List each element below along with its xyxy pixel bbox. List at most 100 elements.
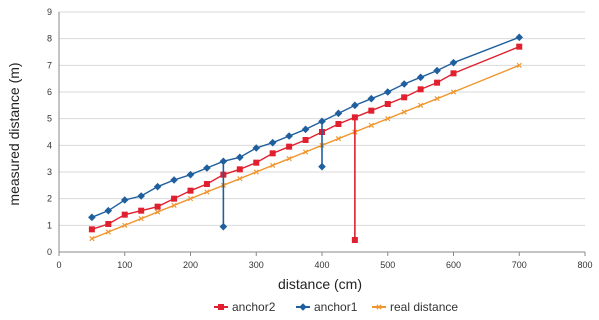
legend-swatch-marker (376, 304, 382, 310)
data-point-anchor1 (268, 138, 277, 147)
legend: anchor2 anchor1 real distance (214, 300, 458, 314)
data-point-anchor2 (187, 187, 194, 194)
series-layer (88, 33, 524, 243)
data-point-anchor1 (236, 153, 244, 162)
data-point-real-distance (450, 89, 457, 95)
data-point-anchor2 (335, 121, 342, 127)
data-point-anchor1 (416, 73, 425, 82)
series-anchor1 (88, 33, 524, 231)
data-point-real-distance (418, 102, 424, 108)
y-tick-label: 7 (47, 60, 52, 70)
x-tick-label: 800 (577, 260, 592, 270)
data-point-anchor1 (367, 94, 376, 103)
data-point-anchor1 (301, 125, 310, 134)
data-point-anchor2 (302, 137, 309, 143)
data-point-real-distance (237, 176, 243, 182)
legend-item-real-distance: real distance (372, 300, 458, 314)
data-point-anchor1 (203, 164, 211, 172)
y-tick-labels: 0 1 2 3 4 5 6 7 8 9 (47, 7, 52, 257)
data-point-anchor2 (154, 203, 161, 210)
data-point-real-distance (368, 122, 374, 128)
data-point-anchor2 (417, 86, 424, 93)
outlier-point-anchor2 (351, 237, 358, 243)
data-point-anchor2 (121, 211, 128, 218)
data-point-anchor1 (219, 157, 228, 166)
data-point-real-distance (434, 96, 440, 102)
data-point-anchor2 (434, 79, 441, 86)
legend-swatch-marker (299, 303, 307, 311)
legend-item-anchor1: anchor1 (296, 300, 358, 314)
data-point-anchor2 (203, 181, 210, 187)
legend-label: anchor1 (314, 300, 358, 314)
data-point-real-distance (155, 209, 161, 215)
data-point-real-distance (122, 222, 128, 228)
legend-label: real distance (390, 300, 458, 314)
y-tick-label: 3 (47, 167, 52, 177)
data-point-anchor2 (138, 207, 145, 214)
x-tick-label: 200 (183, 260, 198, 270)
data-point-anchor1 (137, 192, 145, 200)
data-point-real-distance (253, 169, 259, 175)
y-tick-label: 2 (47, 194, 52, 204)
legend-swatch-marker (218, 304, 224, 310)
data-point-anchor2 (253, 159, 260, 166)
x-tick-label: 100 (117, 260, 132, 270)
y-tick-label: 5 (47, 114, 52, 124)
data-point-anchor1 (449, 58, 458, 67)
outlier-point-anchor1 (318, 162, 326, 171)
data-point-real-distance (105, 229, 111, 235)
series-line-real-distance (91, 64, 520, 240)
data-point-anchor1 (334, 109, 343, 118)
data-point-anchor2 (105, 221, 112, 227)
data-point-anchor2 (351, 114, 358, 121)
data-point-anchor2 (401, 94, 408, 101)
data-point-anchor2 (450, 70, 457, 77)
data-point-real-distance (385, 116, 391, 122)
x-tick-label: 400 (314, 260, 329, 270)
x-tick-label: 600 (446, 260, 461, 270)
data-point-anchor2 (286, 143, 293, 150)
y-tick-label: 0 (47, 247, 52, 257)
y-tick-label: 1 (47, 220, 52, 230)
data-point-anchor2 (236, 166, 243, 173)
data-point-real-distance (286, 156, 292, 162)
x-axis-title: distance (cm) (278, 276, 362, 292)
data-point-anchor1 (120, 196, 129, 204)
data-point-anchor1 (88, 213, 96, 222)
x-tick-label: 500 (380, 260, 395, 270)
y-tick-label: 4 (47, 140, 52, 150)
data-point-anchor2 (88, 226, 95, 233)
data-point-anchor2 (368, 107, 375, 114)
data-point-real-distance (516, 62, 522, 68)
series-line-anchor1 (91, 36, 520, 218)
data-point-anchor1 (104, 206, 113, 215)
x-tick-labels: 0 100 200 300 400 500 600 700 800 (56, 260, 592, 270)
data-point-real-distance (302, 149, 309, 155)
data-point-anchor1 (153, 182, 162, 191)
series-real-distance (89, 62, 522, 242)
data-point-real-distance (138, 216, 144, 222)
data-point-anchor1 (400, 80, 408, 88)
data-point-real-distance (270, 162, 276, 168)
data-point-real-distance (89, 236, 95, 242)
data-point-anchor2 (269, 150, 276, 157)
y-tick-label: 8 (47, 34, 52, 44)
data-point-anchor1 (285, 132, 293, 140)
data-point-anchor2 (171, 195, 178, 202)
data-point-real-distance (171, 202, 177, 208)
data-point-anchor1 (186, 170, 195, 179)
legend-label: anchor2 (232, 300, 276, 314)
data-point-anchor1 (318, 117, 326, 126)
data-point-anchor1 (252, 144, 261, 152)
legend-item-anchor2: anchor2 (214, 300, 276, 314)
data-point-anchor1 (383, 88, 392, 96)
x-tick-label: 300 (249, 260, 264, 270)
x-tick-label: 0 (56, 260, 61, 270)
data-point-real-distance (187, 196, 194, 202)
data-point-anchor1 (170, 176, 178, 184)
data-point-real-distance (335, 136, 342, 142)
y-axis-title: measured distance (m) (6, 62, 22, 205)
data-point-anchor1 (351, 101, 359, 110)
data-point-anchor2 (516, 43, 523, 50)
